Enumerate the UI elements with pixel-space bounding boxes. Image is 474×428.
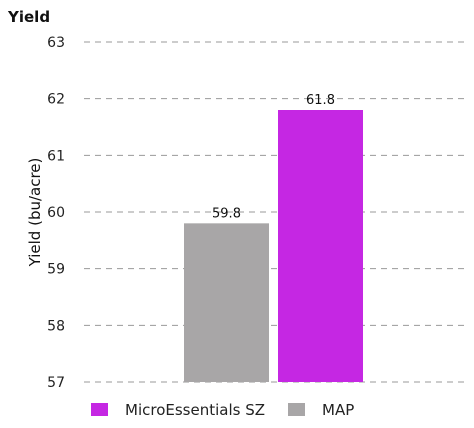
y-tick-label: 59 [47, 262, 65, 278]
chart-title: Yield [7, 8, 50, 26]
legend-swatch [91, 403, 108, 416]
data-label: 61.8 [306, 93, 335, 108]
bars [184, 110, 363, 382]
data-labels: 59.8 61.8 [212, 93, 335, 221]
y-axis-ticks: 57 58 59 60 61 62 63 [47, 35, 65, 391]
y-tick-label: 60 [47, 205, 65, 221]
y-tick-label: 58 [47, 318, 65, 334]
y-tick-label: 57 [47, 375, 65, 391]
gridlines [84, 41, 464, 383]
y-axis-label: Yield (bu/acre) [26, 158, 44, 268]
data-label: 59.8 [212, 206, 241, 221]
y-tick-label: 62 [47, 92, 65, 108]
legend: MicroEssentials SZ MAP [91, 401, 354, 419]
y-tick-label: 61 [47, 148, 65, 164]
legend-swatch [288, 403, 305, 416]
y-tick-label: 63 [47, 35, 65, 51]
legend-label: MicroEssentials SZ [125, 401, 265, 419]
legend-label: MAP [322, 401, 354, 419]
bar-map [184, 223, 269, 382]
bar-microessentials-sz [278, 110, 363, 382]
